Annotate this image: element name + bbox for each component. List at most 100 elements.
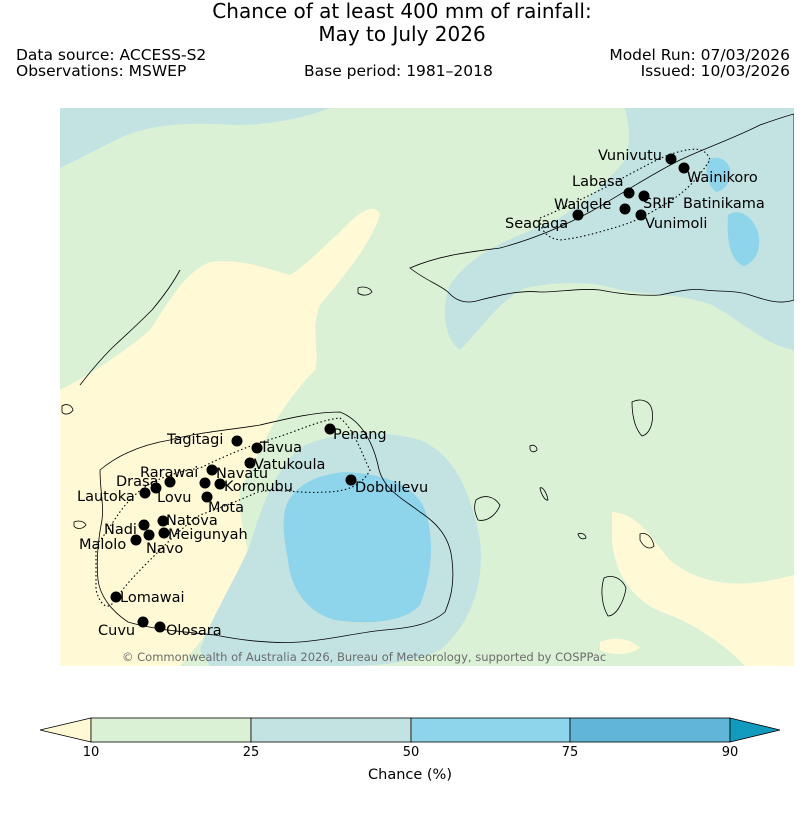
marker-dobuilevu <box>345 474 357 486</box>
label-cuvu: Cuvu <box>98 623 135 639</box>
legend-tick-25: 25 <box>242 745 260 760</box>
issued-text: Issued: 10/03/2026 <box>640 62 790 80</box>
region-50-75-north-east-small <box>727 212 760 266</box>
marker-wainikoro <box>678 162 690 174</box>
label-waiqele: Waiqele <box>554 197 611 213</box>
observations-text: Observations: MSWEP <box>16 62 187 80</box>
label-tavua: Tavua <box>259 440 302 456</box>
coastline-viti-levu <box>96 411 454 643</box>
map-title-line2: May to July 2026 <box>318 22 486 46</box>
data-source-text: Data source: ACCESS-S2 <box>16 46 207 64</box>
marker-koronubu-2 <box>214 478 226 490</box>
label-batinikama: Batinikama <box>683 196 765 212</box>
legend-tick-90: 90 <box>721 745 739 760</box>
island-ne-1 <box>357 286 373 296</box>
label-meigunyah: Meigunyah <box>168 527 248 543</box>
colour-legend <box>39 717 781 743</box>
legend-title: Chance (%) <box>368 767 452 783</box>
island-se-1 <box>639 533 655 549</box>
island-nw-2 <box>73 520 87 529</box>
legend-bin-25-50 <box>250 717 412 743</box>
legend-bin-75-90 <box>569 717 731 743</box>
label-srif: SRIF <box>643 196 675 212</box>
marker-navo <box>143 529 155 541</box>
label-malolo: Malolo <box>79 537 126 553</box>
label-wainikoro: Wainikoro <box>687 170 758 186</box>
model-run-text: Model Run: 07/03/2026 <box>609 46 790 64</box>
legend-bin-50-75 <box>410 717 571 743</box>
label-navo: Navo <box>146 541 183 557</box>
label-natova: Natova <box>166 513 218 529</box>
marker-tagitagi <box>231 435 243 447</box>
label-lomawai: Lomawai <box>120 590 184 606</box>
marker-penang <box>324 423 336 435</box>
region-25-50-north-west-strip <box>60 108 330 168</box>
marker-tavua <box>251 442 263 454</box>
marker-srif <box>638 190 650 202</box>
marker-seaqaqa <box>572 209 584 221</box>
island-mid-4 <box>539 487 549 501</box>
label-vunivutu: Vunivutu <box>598 148 662 164</box>
island-mid-2 <box>474 496 501 521</box>
legend-bin-10-25 <box>90 717 252 743</box>
label-rarawai: Rarawai <box>140 465 198 481</box>
catchment-outlines <box>95 148 711 607</box>
label-lautoka: Lautoka <box>77 489 135 505</box>
island-se-2 <box>601 576 627 617</box>
marker-olosara <box>154 621 166 633</box>
label-mota: Mota <box>208 500 244 516</box>
marker-cuvu <box>137 616 149 628</box>
place-labels: Vunivutu Wainikoro Labasa SRIF Batinikam… <box>77 148 765 639</box>
marker-nadi <box>138 519 150 531</box>
coastlines <box>61 113 794 643</box>
island-mid-1 <box>631 399 653 437</box>
forecast-map: Vunivutu Wainikoro Labasa SRIF Batinikam… <box>60 108 794 666</box>
label-vatukoula: Vatukoula <box>254 457 325 473</box>
legend-extension-high <box>729 717 781 743</box>
marker-drasa <box>164 476 176 488</box>
marker-koronubu <box>199 477 211 489</box>
marker-vatukoula <box>244 457 256 469</box>
marker-vunimoli <box>635 209 647 221</box>
label-lovu: Lovu <box>157 490 191 506</box>
region-below-10-south-east <box>612 512 794 666</box>
label-olosara: Olosara <box>166 623 222 639</box>
coastline-vanua-levu <box>409 113 794 303</box>
copyright-notice: © Commonwealth of Australia 2026, Bureau… <box>122 650 607 664</box>
label-nadi: Nadi <box>104 522 137 538</box>
base-period-text: Base period: 1981–2018 <box>304 62 493 80</box>
label-labasa: Labasa <box>572 174 624 190</box>
marker-malolo <box>130 534 142 546</box>
legend-tick-75: 75 <box>561 745 579 760</box>
marker-lomawai <box>110 591 122 603</box>
legend-tick-50: 50 <box>402 745 420 760</box>
marker-vunivutu <box>665 153 677 165</box>
legend-extension-low <box>39 717 92 743</box>
label-dobuilevu: Dobuilevu <box>355 480 428 496</box>
catchment-viti-levu-north <box>95 417 371 607</box>
map-title-line1: Chance of at least 400 mm of rainfall: <box>212 0 592 23</box>
legend-tick-10: 10 <box>82 745 100 760</box>
island-nw-1 <box>61 404 74 415</box>
island-mid-3 <box>529 444 538 453</box>
marker-natova <box>157 515 169 527</box>
label-vunimoli: Vunimoli <box>645 216 707 232</box>
marker-lovu <box>150 482 162 494</box>
island-mid-5 <box>577 532 587 540</box>
coastline-yasawa-chain <box>79 269 181 386</box>
marker-waiqele <box>619 203 631 215</box>
marker-mota <box>201 491 213 503</box>
map-panel: Vunivutu Wainikoro Labasa SRIF Batinikam… <box>60 108 794 666</box>
station-markers <box>110 153 690 633</box>
marker-meigunyah <box>158 527 170 539</box>
label-tagitagi: Tagitagi <box>166 432 223 448</box>
label-drasa: Drasa <box>116 474 158 490</box>
marker-lautoka <box>139 487 151 499</box>
label-penang: Penang <box>333 427 387 443</box>
marker-navatu <box>206 464 218 476</box>
region-below-10-south <box>600 638 640 654</box>
label-navatu: Navatu <box>216 466 268 482</box>
region-below-10-west <box>60 208 380 666</box>
region-50-75-north-east-top <box>706 157 731 192</box>
label-seaqaqa: Seaqaqa <box>505 216 568 232</box>
